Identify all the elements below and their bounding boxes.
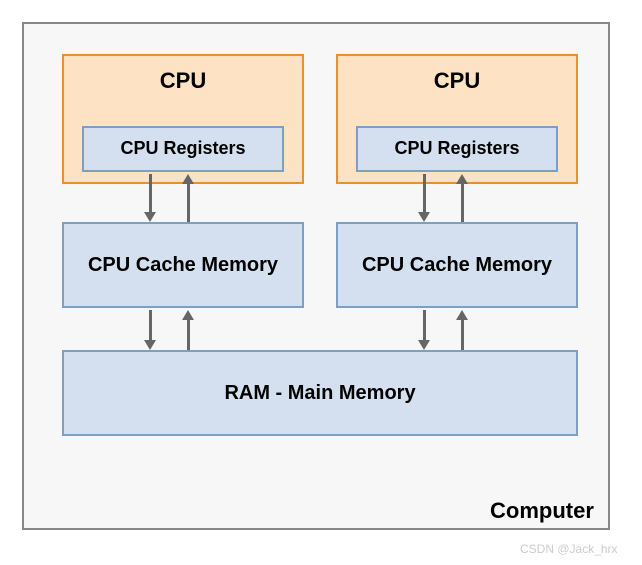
arrow-up-head-icon bbox=[456, 310, 468, 320]
arrow-up-line bbox=[187, 184, 190, 222]
arrow-down-line bbox=[149, 174, 152, 212]
arrow-down-head-icon bbox=[418, 212, 430, 222]
registers-box-left: CPU Registers bbox=[82, 126, 284, 172]
arrow-up-head-icon bbox=[182, 310, 194, 320]
arrow-up-line bbox=[461, 184, 464, 222]
arrow-down-line bbox=[423, 310, 426, 340]
watermark-text: CSDN @Jack_hrx bbox=[520, 542, 618, 556]
arrow-down-head-icon bbox=[418, 340, 430, 350]
registers-left-label: CPU Registers bbox=[120, 138, 245, 160]
arrow-down-head-icon bbox=[144, 212, 156, 222]
arrow-up-line bbox=[187, 320, 190, 350]
cpu-right-label: CPU bbox=[434, 68, 480, 94]
cache-left-label: CPU Cache Memory bbox=[88, 253, 278, 277]
ram-label: RAM - Main Memory bbox=[224, 381, 415, 405]
cache-box-left: CPU Cache Memory bbox=[62, 222, 304, 308]
arrow-down-head-icon bbox=[144, 340, 156, 350]
arrow-down-line bbox=[149, 310, 152, 340]
cache-right-label: CPU Cache Memory bbox=[362, 253, 552, 277]
computer-label: Computer bbox=[490, 498, 594, 524]
registers-box-right: CPU Registers bbox=[356, 126, 558, 172]
cpu-left-label: CPU bbox=[160, 68, 206, 94]
ram-box: RAM - Main Memory bbox=[62, 350, 578, 436]
computer-label-text: Computer bbox=[490, 498, 594, 524]
arrow-up-head-icon bbox=[182, 174, 194, 184]
registers-right-label: CPU Registers bbox=[394, 138, 519, 160]
arrow-up-line bbox=[461, 320, 464, 350]
arrow-down-line bbox=[423, 174, 426, 212]
cache-box-right: CPU Cache Memory bbox=[336, 222, 578, 308]
arrow-up-head-icon bbox=[456, 174, 468, 184]
